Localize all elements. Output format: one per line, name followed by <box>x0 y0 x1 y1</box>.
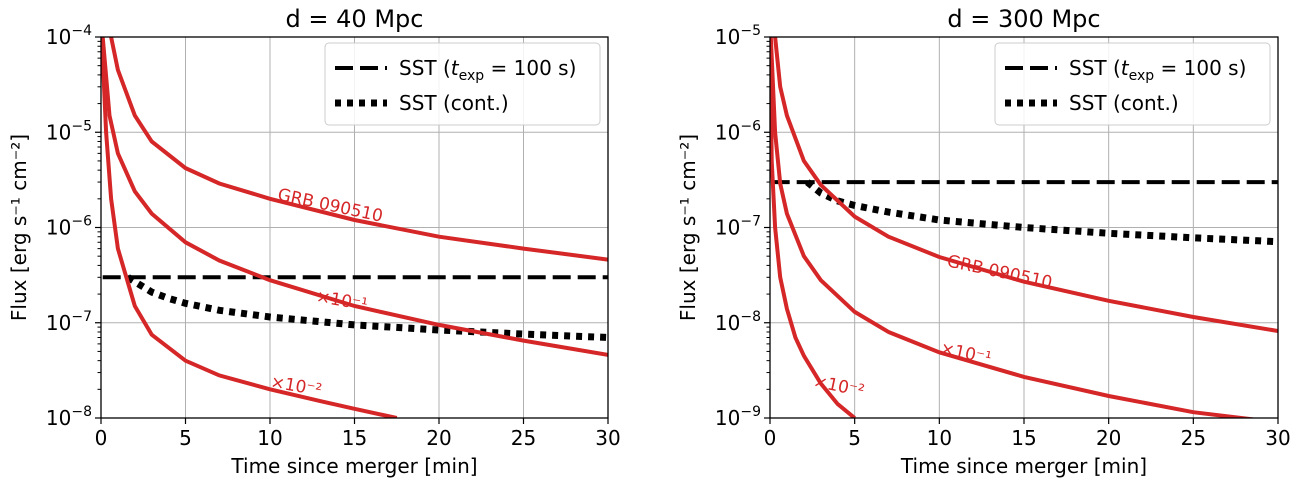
curve-annotation: ×10⁻¹ <box>938 339 993 369</box>
y-axis-label: Flux [erg s⁻¹ cm⁻²] <box>676 134 700 321</box>
y-tick-label: 10−6 <box>46 214 92 240</box>
x-tick-label: 25 <box>1181 426 1206 450</box>
x-tick-label: 15 <box>342 426 367 450</box>
y-tick-label: 10−7 <box>715 214 761 240</box>
curve-annotation: ×10⁻² <box>811 371 866 401</box>
panel-1: GRB 090510 ×10⁻¹ ×10⁻² 0 5 10 15 20 25 30 10−8 10−7… <box>7 5 621 478</box>
x-tick-label: 0 <box>95 426 108 450</box>
y-tick-label: 10−6 <box>715 118 761 144</box>
series-group <box>101 37 608 418</box>
x-tick-label: 10 <box>257 426 282 450</box>
legend-label-exposure: SST (texp = 100 s) <box>1069 56 1246 84</box>
legend-label-exposure: SST (texp = 100 s) <box>399 56 576 84</box>
x-axis-label: Time since merger [min] <box>900 454 1147 478</box>
series-line-dotted <box>126 274 608 341</box>
curve-annotation: GRB 090510 <box>945 252 1054 294</box>
legend-label-continuous: SST (cont.) <box>1069 91 1179 115</box>
legend: SST (texp = 100 s) SST (cont.) <box>994 42 1271 126</box>
y-tick-label: 10−8 <box>715 309 761 335</box>
panel-2: GRB 090510 ×10⁻¹ ×10⁻² 0 5 10 15 20 25 30 10−9 10−8… <box>676 5 1291 478</box>
x-tick-label: 5 <box>179 426 192 450</box>
x-tick-label: 5 <box>848 426 861 450</box>
x-tick-label: 25 <box>511 426 536 450</box>
y-tick-label: 10−8 <box>46 404 92 430</box>
x-tick-label: 15 <box>1011 426 1036 450</box>
curve-red <box>773 37 1278 333</box>
chart-title: d = 300 Mpc <box>947 5 1100 33</box>
legend: SST (texp = 100 s) SST (cont.) <box>324 42 601 126</box>
x-tick-label: 30 <box>595 426 620 450</box>
curve-red <box>101 37 398 418</box>
y-axis-label: Flux [erg s⁻¹ cm⁻²] <box>7 134 31 321</box>
legend-box <box>324 42 601 126</box>
series-line-dotted <box>805 179 1278 246</box>
curve-red <box>770 37 1259 418</box>
x-tick-label: 0 <box>764 426 777 450</box>
y-tick-label: 10−4 <box>46 23 92 49</box>
curve-annotation: ×10⁻¹ <box>315 287 369 316</box>
x-tick-label: 20 <box>1096 426 1121 450</box>
x-tick-label: 20 <box>426 426 451 450</box>
x-axis-label: Time since merger [min] <box>230 454 477 478</box>
curve-red <box>109 37 608 262</box>
y-tick-label: 10−5 <box>46 118 92 144</box>
curve-red <box>101 37 608 357</box>
series-group <box>770 37 1278 418</box>
legend-label-continuous: SST (cont.) <box>399 91 509 115</box>
curve-annotation: GRB 090510 <box>276 185 385 227</box>
x-tick-label: 10 <box>927 426 952 450</box>
chart-title: d = 40 Mpc <box>286 5 424 33</box>
x-tick-label: 30 <box>1265 426 1290 450</box>
y-tick-label: 10−5 <box>715 23 761 49</box>
curve-red <box>770 37 856 418</box>
curve-annotation: ×10⁻² <box>269 372 323 401</box>
legend-box <box>994 42 1271 126</box>
y-tick-label: 10−9 <box>715 404 761 430</box>
y-tick-label: 10−7 <box>46 309 92 335</box>
